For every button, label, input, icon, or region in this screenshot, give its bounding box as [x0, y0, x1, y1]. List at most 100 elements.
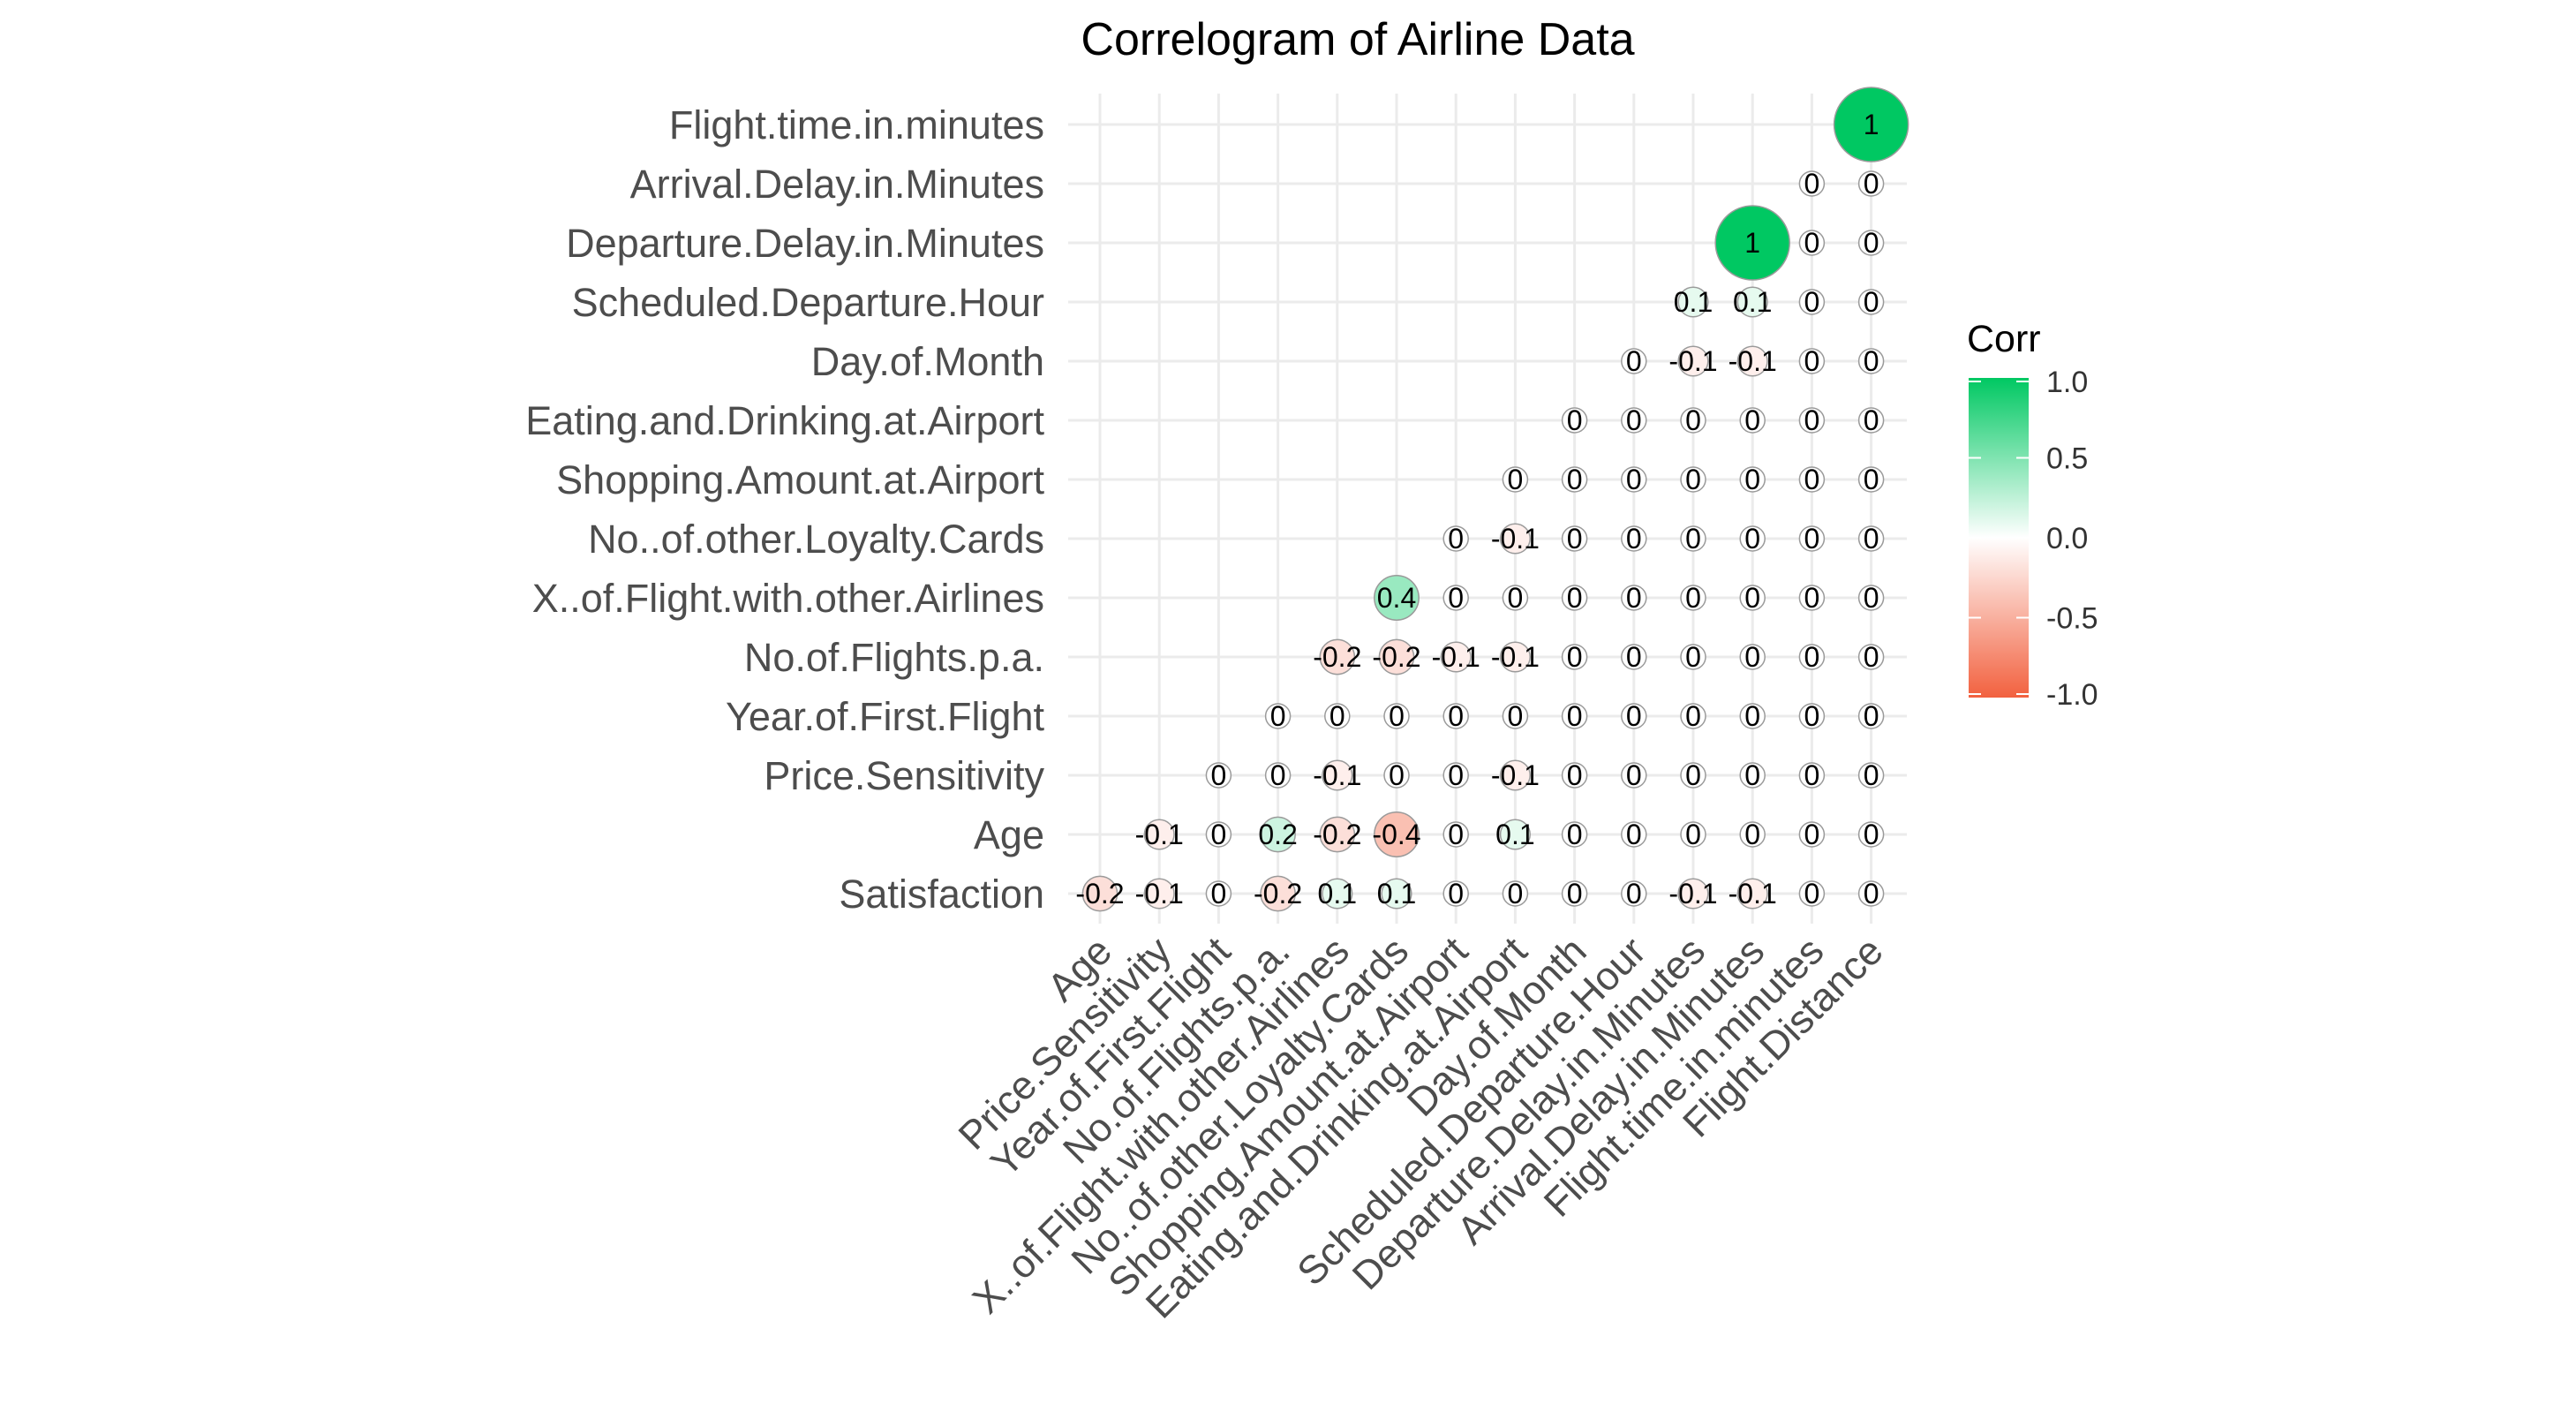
- correlation-value-label: 0: [1864, 523, 1879, 555]
- correlation-circle: [1561, 525, 1588, 552]
- y-tick-label: Flight.time.in.minutes: [669, 102, 1044, 147]
- correlation-circle: [1798, 585, 1826, 611]
- correlation-value-label: 0: [1804, 286, 1820, 318]
- correlation-circle: [1561, 585, 1588, 611]
- correlation-value-label: -0.2: [1075, 878, 1124, 910]
- y-tick-label: No.of.Flights.p.a.: [744, 635, 1044, 680]
- correlation-value-label: 0: [1448, 878, 1464, 910]
- correlation-circle: [1857, 703, 1885, 729]
- correlation-value-label: 0: [1270, 759, 1286, 791]
- correlation-value-label: 0: [1448, 819, 1464, 850]
- correlation-value-label: -0.2: [1372, 641, 1420, 673]
- correlation-value-label: 0: [1211, 759, 1227, 791]
- correlation-circle: [1324, 703, 1351, 729]
- correlation-circle: [1561, 466, 1588, 493]
- correlation-value-label: 0: [1211, 819, 1227, 850]
- correlation-value-label: 0: [1567, 523, 1583, 555]
- correlation-circle: [1442, 762, 1469, 789]
- correlation-circle: [1798, 348, 1826, 374]
- correlation-circle: [1680, 585, 1706, 611]
- correlation-circle: [1798, 289, 1826, 315]
- correlation-value-label: 0: [1389, 700, 1405, 732]
- correlation-value-label: -0.2: [1254, 878, 1302, 910]
- correlation-circle: [1383, 762, 1410, 789]
- correlation-value-label: 0: [1744, 759, 1760, 791]
- correlation-value-label: 0: [1804, 878, 1820, 910]
- correlation-value-label: 0: [1567, 404, 1583, 436]
- correlation-value-label: 0: [1685, 700, 1701, 732]
- correlation-value-label: 0: [1567, 464, 1583, 495]
- correlation-circle: [1260, 816, 1296, 853]
- correlation-circle: [1798, 230, 1826, 256]
- correlation-value-label: -0.1: [1668, 878, 1717, 910]
- correlation-circle: [1857, 289, 1885, 315]
- correlation-circle: [1561, 407, 1588, 434]
- y-tick-label: X..of.Flight.with.other.Airlines: [532, 576, 1044, 621]
- correlation-circle: [1499, 523, 1531, 555]
- correlation-circle: [1621, 821, 1647, 848]
- correlation-circle: [1374, 575, 1420, 621]
- correlation-circle: [1857, 348, 1885, 374]
- correlation-value-label: 0.1: [1733, 286, 1772, 318]
- correlation-value-label: 0: [1804, 523, 1820, 555]
- correlation-value-label: 0: [1804, 819, 1820, 850]
- correlation-value-label: 0: [1864, 878, 1879, 910]
- legend-ticks: 1.0 0.5 0.0 -0.5 -1.0: [1969, 366, 2098, 712]
- correlation-circle: [1739, 466, 1766, 493]
- correlation-value-label: 0: [1626, 404, 1642, 436]
- y-axis-labels: Satisfaction Age Price.Sensitivity Year.of.…: [525, 102, 1044, 917]
- correlation-circle: [1857, 762, 1885, 789]
- correlation-circle: [1798, 880, 1826, 907]
- y-tick-label: Shopping.Amount.at.Airport: [556, 457, 1044, 502]
- correlation-value-label: 0: [1864, 641, 1879, 673]
- correlation-value-label: 0: [1626, 582, 1642, 614]
- correlation-value-label: 0: [1626, 464, 1642, 495]
- correlation-value-label: 0: [1864, 819, 1879, 850]
- correlation-circle: [1857, 230, 1885, 256]
- correlation-circle: [1680, 525, 1706, 552]
- correlation-value-label: 0.1: [1674, 286, 1713, 318]
- correlation-circle: [1322, 759, 1353, 791]
- correlation-value-label: 0: [1626, 523, 1642, 555]
- correlation-circle: [1739, 703, 1766, 729]
- correlation-value-label: 0: [1685, 759, 1701, 791]
- correlation-circle: [1798, 762, 1826, 789]
- correlation-circle: [1264, 762, 1292, 789]
- correlation-circle: [1680, 703, 1706, 729]
- correlation-circle: [1680, 821, 1706, 848]
- correlation-circle: [1714, 205, 1790, 281]
- correlation-circle: [1798, 703, 1826, 729]
- correlation-circle: [1442, 585, 1469, 611]
- correlation-value-label: 0.4: [1377, 582, 1416, 614]
- correlation-circle: [1739, 585, 1766, 611]
- correlation-circle: [1561, 703, 1588, 729]
- legend-tick-label: 0.5: [2046, 442, 2088, 476]
- correlation-circle: [1442, 703, 1469, 729]
- correlation-value-label: 0: [1804, 641, 1820, 673]
- correlation-circle: [1798, 466, 1826, 493]
- y-tick-label: Day.of.Month: [811, 339, 1044, 384]
- correlation-circle: [1319, 638, 1356, 676]
- correlation-circle: [1143, 878, 1175, 910]
- correlation-value-label: 0: [1626, 759, 1642, 791]
- chart-title: Correlogram of Airline Data: [1081, 14, 1634, 65]
- correlation-circle: [1833, 87, 1909, 162]
- correlation-circle: [1798, 821, 1826, 848]
- correlation-value-label: 0: [1804, 168, 1820, 200]
- y-tick-label: Scheduled.Departure.Hour: [572, 280, 1044, 325]
- correlation-value-label: 0.1: [1377, 878, 1416, 910]
- correlation-value-label: 0: [1744, 700, 1760, 732]
- correlation-circle: [1561, 880, 1588, 907]
- correlation-value-label: 0: [1567, 582, 1583, 614]
- correlation-value-label: 0: [1864, 759, 1879, 791]
- correlation-circle: [1205, 762, 1232, 789]
- correlation-circle: [1798, 407, 1826, 434]
- correlation-value-label: 0: [1744, 582, 1760, 614]
- correlation-circle: [1739, 821, 1766, 848]
- correlation-value-label: 0: [1448, 759, 1464, 791]
- correlation-circle: [1739, 525, 1766, 552]
- correlation-value-label: 0: [1864, 168, 1879, 200]
- correlation-value-label: -0.2: [1313, 819, 1361, 850]
- correlation-circle: [1378, 638, 1415, 676]
- correlation-value-label: 0: [1626, 345, 1642, 377]
